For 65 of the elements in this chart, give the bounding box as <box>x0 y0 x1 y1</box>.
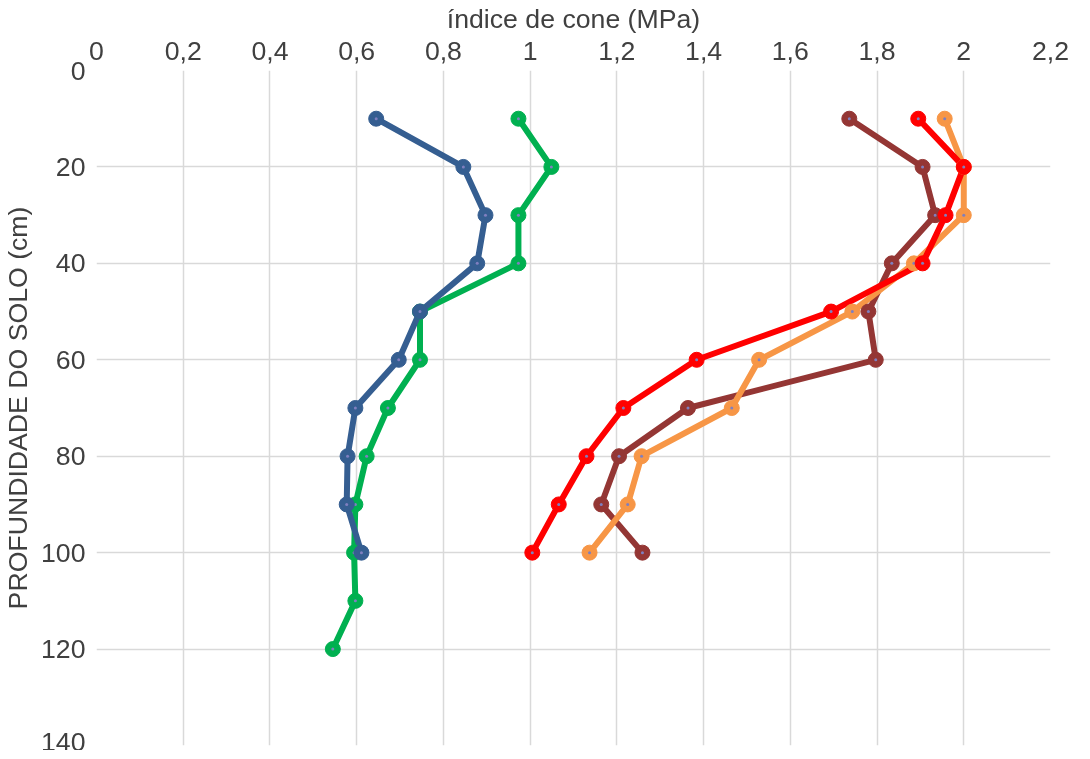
point <box>338 496 355 513</box>
point <box>324 641 341 658</box>
y-tick-label: 80 <box>55 441 86 472</box>
x-tick-label: 1,2 <box>598 35 636 66</box>
x-axis-title: índice de cone (MPa) <box>446 3 701 34</box>
point <box>347 400 364 416</box>
point <box>347 592 364 609</box>
point <box>619 496 636 513</box>
point <box>910 110 927 127</box>
y-tick-label: 0 <box>70 55 86 86</box>
x-tick-label: 0,2 <box>164 35 202 66</box>
point <box>411 351 428 368</box>
point <box>634 544 651 561</box>
point <box>936 110 953 127</box>
point <box>550 496 567 513</box>
point <box>883 255 900 272</box>
point <box>368 110 385 127</box>
y-axis-title: PROFUNDIDADE DO SOLO (cm) <box>3 206 34 610</box>
point <box>955 207 972 224</box>
y-tick-label: 120 <box>41 634 86 665</box>
y-tick-label: 60 <box>55 344 86 375</box>
point <box>914 255 931 272</box>
point <box>823 303 840 320</box>
point <box>688 351 705 368</box>
point <box>679 400 696 416</box>
point <box>578 448 595 465</box>
point <box>937 207 954 224</box>
point <box>841 110 858 127</box>
point <box>543 158 560 175</box>
point <box>353 544 370 561</box>
y-tick-label: 140 <box>41 726 86 757</box>
point <box>867 351 884 368</box>
point <box>510 207 527 224</box>
point <box>751 351 768 368</box>
point <box>633 448 650 465</box>
point <box>455 158 472 175</box>
point <box>339 448 356 465</box>
point <box>477 207 494 224</box>
point <box>844 303 861 320</box>
point <box>860 303 877 320</box>
point <box>581 544 598 561</box>
x-tick-label: 2,2 <box>1031 35 1070 66</box>
point <box>723 400 740 416</box>
point <box>524 544 541 561</box>
y-tick-label: 100 <box>41 537 86 568</box>
point <box>914 158 931 175</box>
x-tick-label: 0,6 <box>338 35 376 66</box>
y-tick-label: 40 <box>55 248 86 279</box>
point <box>615 400 632 416</box>
point <box>469 255 486 272</box>
x-tick-label: 1 <box>522 35 538 66</box>
point <box>358 448 375 465</box>
point <box>611 448 628 465</box>
x-tick-label: 1,6 <box>771 35 809 66</box>
point <box>390 351 407 368</box>
point <box>510 110 527 127</box>
point <box>379 400 396 416</box>
x-tick-label: 2 <box>956 35 972 66</box>
point <box>510 255 527 272</box>
x-tick-label: 0,4 <box>251 35 289 66</box>
x-tick-label: 1,8 <box>858 35 896 66</box>
y-tick-label: 20 <box>55 151 86 182</box>
x-tick-label: 0,8 <box>424 35 462 66</box>
point <box>593 496 610 513</box>
x-tick-label: 1,4 <box>685 35 723 66</box>
